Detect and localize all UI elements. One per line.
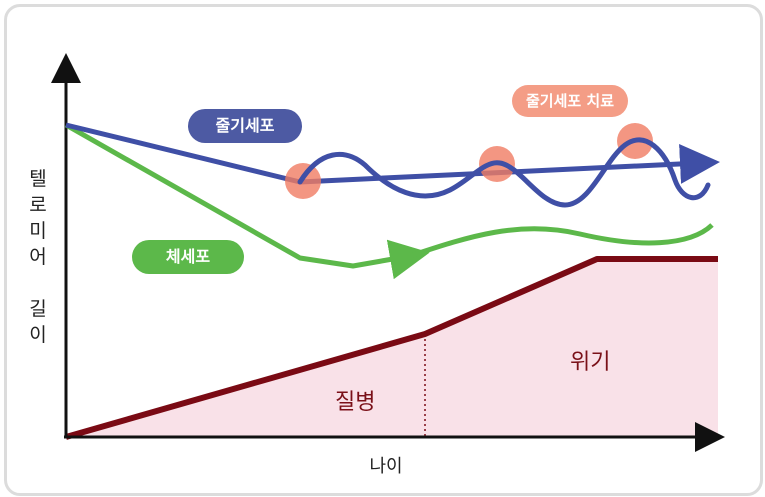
stem-cell-wave-line [297, 137, 711, 208]
stem-cell-therapy-label: 줄기세포 치료 [512, 85, 628, 117]
disease-region-label: 질병 [335, 390, 376, 415]
somatic-cell-line-tail [409, 223, 714, 259]
stem-cell-line [65, 122, 720, 185]
y-axis-label: 텔 로 미 어 길 이 [29, 168, 47, 346]
x-axis-label: 나이 [369, 456, 403, 477]
somatic-cell-line [64, 122, 430, 280]
somatic-cell-label: 체세포 [132, 240, 244, 274]
crisis-region-label: 위기 [570, 350, 611, 375]
threshold-line [65, 256, 718, 440]
stem-cell-label: 줄기세포 [188, 109, 302, 143]
